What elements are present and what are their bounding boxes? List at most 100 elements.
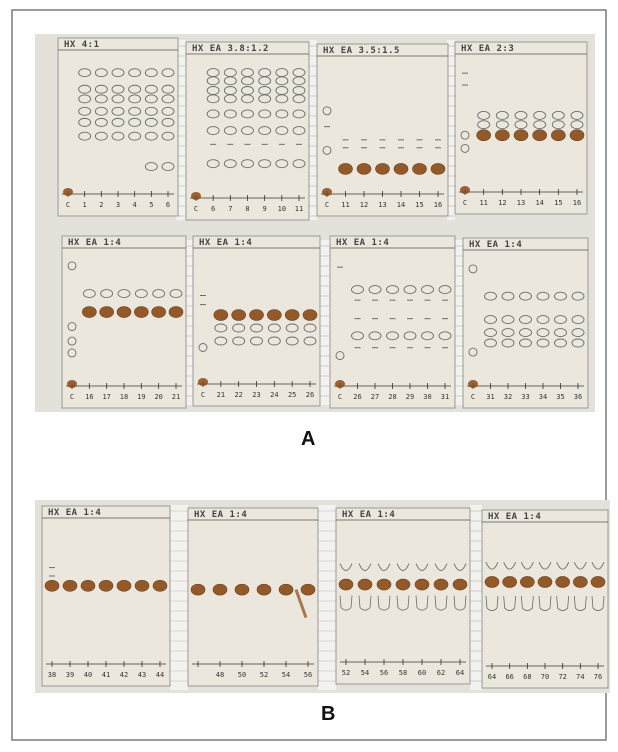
lane-label: 16: [573, 199, 581, 207]
spot-outline: [152, 289, 166, 299]
grid-strip-bg: [309, 40, 317, 220]
lane-label: 24: [270, 391, 278, 399]
spot-outline: [258, 109, 272, 119]
panel-b-label: B: [321, 703, 336, 725]
grid-strip-bg: [318, 505, 336, 690]
lane-label: 48: [216, 671, 224, 679]
lane-label: 11: [295, 205, 303, 213]
spot-outline: [292, 126, 306, 135]
plate-body: [192, 235, 321, 407]
lane-label: 32: [504, 393, 512, 401]
lane-label: 14: [397, 201, 405, 209]
spot-outline: [67, 336, 77, 346]
spot-streak: [485, 561, 499, 570]
lane-label: C: [70, 393, 74, 401]
lane-label: 36: [574, 393, 582, 401]
spot-dark: [357, 578, 373, 591]
spot-outline: [258, 159, 272, 169]
spot-streak: [485, 596, 499, 611]
spot-outline: [111, 117, 125, 127]
spot-outline: [571, 328, 585, 338]
spot-outline: [368, 285, 382, 295]
grid-strip: [320, 240, 330, 405]
lane-label: 28: [388, 393, 396, 401]
spot-dark: [395, 578, 411, 591]
spot-outline: [351, 285, 364, 295]
lane-label: 26: [306, 391, 314, 399]
spot-outline: [258, 94, 272, 104]
spot-dark: [412, 163, 427, 175]
spot-outline: [206, 126, 220, 135]
spot-outline: [570, 120, 584, 130]
plate-body: [61, 235, 187, 409]
grid-strip-bg: [320, 240, 330, 405]
spot-outline: [303, 323, 317, 333]
spot-outline: [267, 336, 281, 346]
spot-streak: [538, 596, 552, 611]
spot-streak: [573, 596, 587, 611]
spot-streak: [377, 595, 391, 611]
spot-dark: [532, 129, 547, 141]
lane-label: 60: [418, 669, 426, 677]
spot-dark: [44, 579, 60, 592]
spot-outline: [94, 131, 108, 141]
lane-label: 72: [558, 673, 566, 681]
spot-outline: [241, 94, 254, 104]
plate-body: [462, 237, 589, 409]
origin-spot: [322, 188, 332, 196]
lane-label: 6: [211, 205, 215, 213]
lane-label: 42: [120, 671, 128, 679]
spot-outline: [554, 328, 567, 338]
spot-outline: [128, 84, 142, 94]
spot-outline: [128, 131, 142, 141]
lane-label: 21: [217, 391, 225, 399]
tlc-plate: HX EA 2:3 C 11 12 13 14 15 16: [454, 41, 588, 215]
spot-outline: [484, 338, 497, 348]
lane-label: 52: [260, 671, 268, 679]
spot-outline: [477, 110, 491, 120]
spot-dark: [62, 579, 78, 592]
spot-outline: [78, 131, 92, 141]
lane-label: C: [194, 205, 198, 213]
spot-dark: [393, 163, 409, 175]
lane-label: 15: [415, 201, 423, 209]
spot-outline: [223, 76, 237, 86]
spot-outline: [111, 106, 125, 116]
lane-label: 41: [102, 671, 110, 679]
spot-dark: [590, 576, 606, 588]
tlc-plate: HX EA 3.8:1.2 C 6 7 8 9 10 11: [185, 41, 310, 221]
spot-outline: [144, 106, 158, 116]
spot-outline: [161, 162, 175, 171]
spot-dark: [284, 309, 300, 321]
spot-outline: [241, 159, 254, 169]
spot-outline: [285, 323, 299, 333]
lane-label: 56: [304, 671, 312, 679]
lane-label: C: [338, 393, 342, 401]
spot-outline: [128, 117, 142, 127]
spot-dark: [168, 306, 184, 318]
spot-outline: [514, 110, 528, 120]
spot-streak: [538, 561, 552, 570]
spot-tail: [294, 589, 308, 619]
spot-streak: [503, 561, 517, 570]
spot-outline: [519, 338, 532, 348]
spot-outline: [275, 76, 289, 86]
lane-label: C: [463, 199, 467, 207]
spot-dark: [573, 576, 588, 588]
spot-outline: [495, 110, 509, 120]
lane-label: 58: [399, 669, 407, 677]
lane-label: 33: [521, 393, 529, 401]
plate-solvent-label: HX EA 2:3: [461, 44, 514, 54]
spot-outline: [368, 331, 382, 341]
spot-streak: [556, 596, 570, 611]
spot-outline: [386, 331, 399, 341]
lane-label: 27: [371, 393, 379, 401]
spot-dark: [476, 129, 491, 141]
lane-label: 6: [166, 201, 170, 209]
origin-spot: [198, 378, 208, 386]
spot-outline: [111, 94, 125, 104]
spot-outline: [403, 331, 417, 341]
lane-label: 39: [66, 671, 74, 679]
lane-label: 21: [172, 393, 180, 401]
